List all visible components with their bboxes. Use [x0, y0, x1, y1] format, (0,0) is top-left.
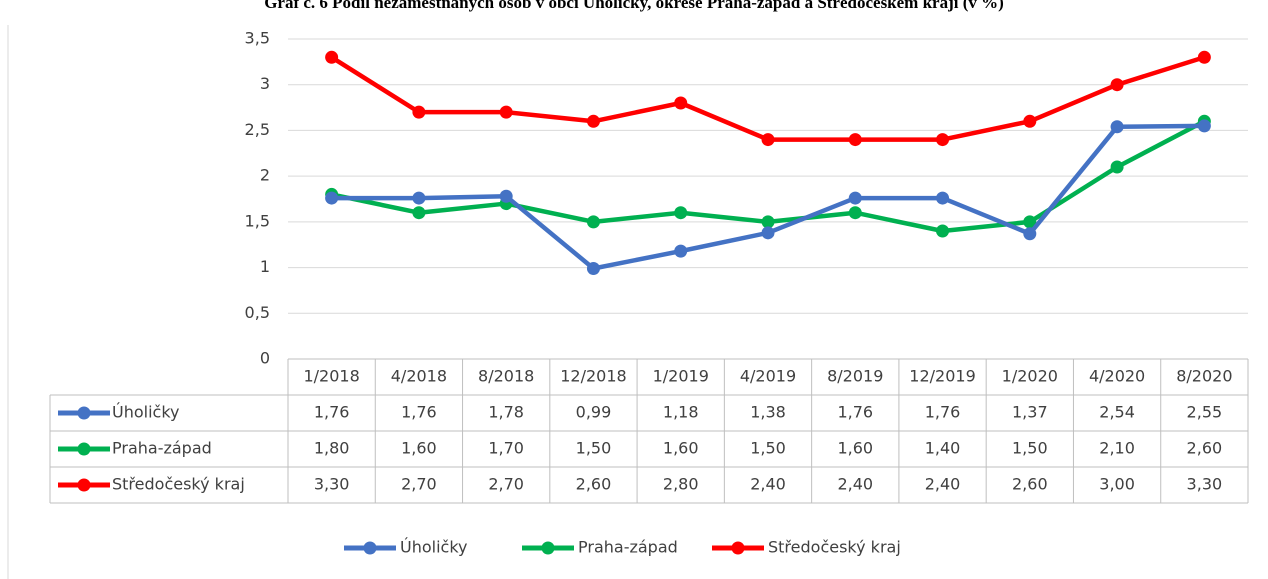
series-line — [330, 55, 1206, 142]
data-point — [674, 96, 688, 110]
table-value: 2,40 — [750, 475, 786, 494]
data-point — [761, 226, 775, 240]
data-point — [761, 215, 775, 229]
x-tick-label: 1/2019 — [653, 367, 709, 386]
y-tick-label: 2 — [260, 166, 270, 185]
y-tick-label: 1 — [260, 257, 270, 276]
data-point — [586, 114, 600, 128]
x-tick-label: 8/2020 — [1176, 367, 1232, 386]
legend-label: Úholičky — [400, 538, 468, 557]
table-value: 1,78 — [488, 403, 524, 422]
legend-marker — [77, 406, 91, 420]
table-value: 2,40 — [925, 475, 961, 494]
table-value: 2,60 — [1187, 439, 1223, 458]
data-point — [674, 206, 688, 220]
table-value: 1,76 — [925, 403, 961, 422]
data-point — [412, 105, 426, 119]
legend-marker — [77, 442, 91, 456]
table-value: 2,10 — [1099, 439, 1135, 458]
table-value: 2,70 — [488, 475, 524, 494]
y-tick-label: 3 — [260, 74, 270, 93]
data-point — [848, 133, 862, 147]
table-value: 0,99 — [576, 403, 612, 422]
table-value: 1,60 — [837, 439, 873, 458]
data-point — [1110, 120, 1124, 134]
legend-marker — [363, 541, 377, 555]
x-tick-label: 12/2018 — [560, 367, 626, 386]
data-point — [936, 224, 950, 238]
data-point — [412, 191, 426, 205]
x-tick-label: 12/2019 — [909, 367, 975, 386]
table-row-label: Středočeský kraj — [112, 475, 245, 494]
x-tick-label: 8/2019 — [827, 367, 883, 386]
x-tick-label: 4/2018 — [391, 367, 447, 386]
table-value: 1,50 — [1012, 439, 1048, 458]
x-tick-label: 4/2019 — [740, 367, 796, 386]
table-row-label: Úholičky — [112, 403, 180, 422]
table-value: 3,30 — [314, 475, 350, 494]
data-point — [586, 215, 600, 229]
table-value: 2,54 — [1099, 403, 1135, 422]
y-tick-label: 0,5 — [245, 303, 270, 322]
legend-marker — [77, 478, 91, 492]
table-value: 3,30 — [1187, 475, 1223, 494]
data-point — [1023, 227, 1037, 241]
table-value: 1,76 — [314, 403, 350, 422]
data-point — [674, 244, 688, 258]
y-tick-label: 0 — [260, 349, 270, 368]
table-value: 1,37 — [1012, 403, 1048, 422]
data-point — [1110, 78, 1124, 92]
table-value: 1,50 — [576, 439, 612, 458]
table-value: 1,76 — [837, 403, 873, 422]
table-value: 1,50 — [750, 439, 786, 458]
table-value: 1,38 — [750, 403, 786, 422]
table-value: 2,70 — [401, 475, 437, 494]
data-point — [936, 133, 950, 147]
table-value: 1,60 — [663, 439, 699, 458]
table-value: 1,80 — [314, 439, 350, 458]
data-point — [1023, 114, 1037, 128]
y-tick-label: 3,5 — [245, 29, 270, 48]
table-value: 2,60 — [1012, 475, 1048, 494]
table-value: 1,60 — [401, 439, 437, 458]
table-value: 2,60 — [576, 475, 612, 494]
table-value: 2,40 — [837, 475, 873, 494]
legend-marker — [731, 541, 745, 555]
data-point — [848, 206, 862, 220]
table-value: 3,00 — [1099, 475, 1135, 494]
data-point — [848, 191, 862, 205]
data-point — [1197, 119, 1211, 133]
data-point — [325, 191, 339, 205]
legend-label: Praha-západ — [578, 538, 678, 557]
table-value: 1,18 — [663, 403, 699, 422]
x-tick-label: 1/2020 — [1002, 367, 1058, 386]
table-value: 2,55 — [1187, 403, 1223, 422]
data-point — [325, 50, 339, 64]
table-value: 2,80 — [663, 475, 699, 494]
data-point — [1197, 50, 1211, 64]
table-value: 1,76 — [401, 403, 437, 422]
x-tick-label: 1/2018 — [303, 367, 359, 386]
table-value: 1,70 — [488, 439, 524, 458]
legend-marker — [541, 541, 555, 555]
legend-label: Středočeský kraj — [768, 538, 901, 557]
data-point — [499, 189, 513, 203]
data-point — [1110, 160, 1124, 174]
chart-title: Graf č. 6 Podíl nezaměstnaných osob v ob… — [264, 0, 1004, 12]
data-point — [499, 105, 513, 119]
data-point — [1023, 215, 1037, 229]
series-line — [331, 123, 1205, 271]
data-point — [586, 261, 600, 275]
data-point — [412, 206, 426, 220]
table-value: 1,40 — [925, 439, 961, 458]
data-point — [936, 191, 950, 205]
data-point — [761, 133, 775, 147]
x-tick-label: 8/2018 — [478, 367, 534, 386]
y-tick-label: 2,5 — [245, 120, 270, 139]
table-row-label: Praha-západ — [112, 439, 212, 458]
x-tick-label: 4/2020 — [1089, 367, 1145, 386]
y-tick-label: 1,5 — [245, 211, 270, 230]
